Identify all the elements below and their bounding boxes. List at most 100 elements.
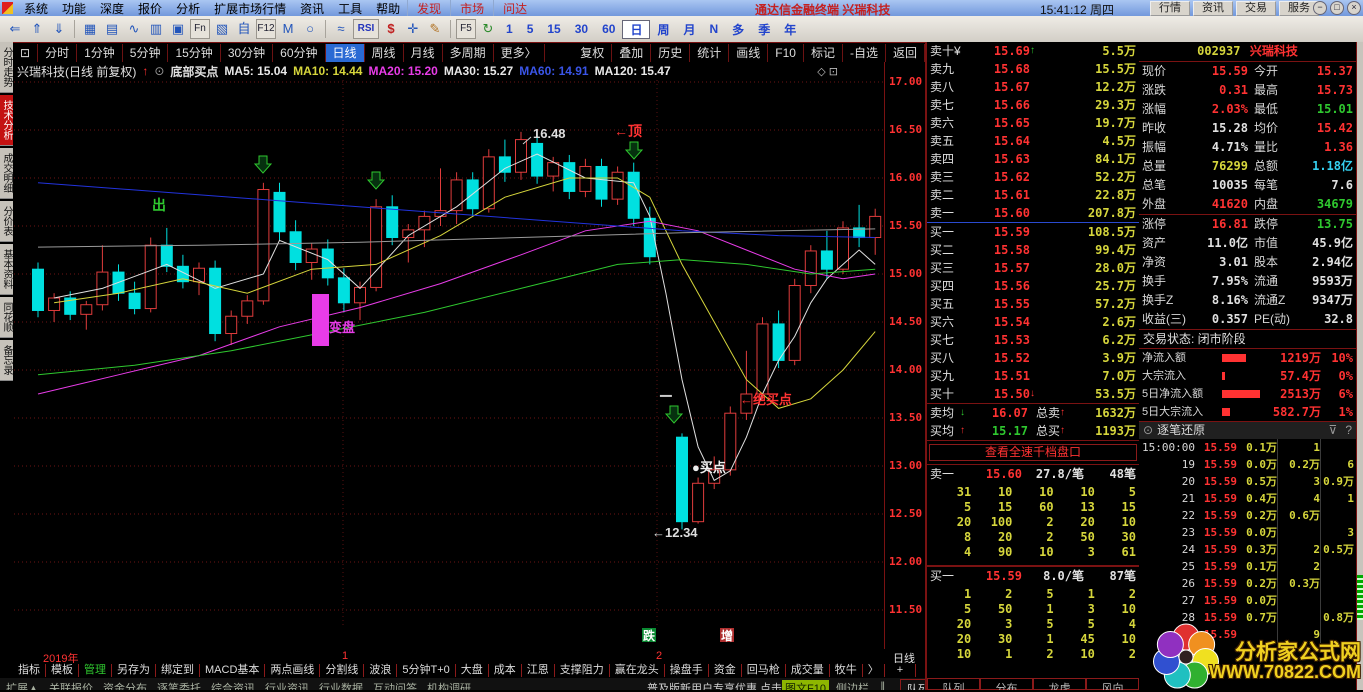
indicator-tab-资金[interactable]: 资金	[709, 664, 742, 677]
minute-30-button[interactable]: 30	[574, 22, 589, 36]
toolbutton-历史[interactable]: 历史	[651, 44, 691, 62]
scrollbar[interactable]	[1357, 42, 1363, 690]
toolbutton-统计[interactable]: 统计	[690, 44, 730, 62]
order-row[interactable]: 卖八 15.67 12.2万	[927, 78, 1139, 96]
period-tab-月[interactable]: 月	[683, 22, 696, 37]
minute-5-button[interactable]: 5	[526, 22, 534, 36]
toolbutton-标记[interactable]: 标记	[804, 44, 843, 62]
order-row[interactable]: 卖三 15.62 52.2万	[927, 168, 1139, 186]
menu-分析[interactable]: 分析	[176, 1, 201, 16]
sidebar-item-分时走势[interactable]: 分时走势	[0, 42, 13, 93]
$-icon[interactable]: $	[387, 21, 395, 36]
tick-row[interactable]: 24 15.59 0.3万 2 0.5万	[1139, 541, 1356, 558]
minute-60-button[interactable]: 60	[602, 22, 616, 36]
indicator-tab-成本[interactable]: 成本	[489, 664, 522, 677]
periodbar-item-更多〉[interactable]: 更多〉	[494, 44, 545, 62]
periodbar-item-15分钟[interactable]: 15分钟	[168, 44, 221, 62]
order-row[interactable]: 卖二 15.61 22.8万	[927, 186, 1139, 204]
order-row[interactable]: 买二 15.58 99.4万	[927, 241, 1139, 259]
menu-功能[interactable]: 功能	[62, 1, 87, 16]
order-row[interactable]: 买十 15.50 ↓ 53.5万	[927, 385, 1139, 403]
indicator-tab-波浪[interactable]: 波浪	[364, 664, 398, 677]
chart-corner-icons[interactable]: ◇ ⊡	[817, 65, 838, 78]
pencil-icon[interactable]: ✎	[429, 21, 441, 36]
order-row[interactable]: 卖一 15.60 207.8万	[927, 204, 1139, 222]
indicator-tab-〉[interactable]: 〉	[863, 664, 885, 677]
titlebar-button-交易[interactable]: 交易	[1236, 1, 1276, 16]
toolbutton-画线[interactable]: 画线	[729, 44, 769, 62]
periodbar-item-日线[interactable]: 日线	[325, 44, 365, 62]
order-row[interactable]: 买四 15.56 25.7万	[927, 277, 1139, 295]
grid-icon[interactable]: ▦	[83, 21, 97, 36]
tick-row[interactable]: 26 15.59 0.2万 0.3万	[1139, 575, 1356, 592]
orderbook-tab-龙虎[interactable]: 龙虎	[1033, 678, 1086, 690]
tick-row[interactable]: 20 15.59 0.5万 3 0.9万	[1139, 473, 1356, 490]
kline-chart[interactable]: 出 ←顶 16.48 速变盘 ←绝买点 ●买点 ←12.34 跌 增	[14, 80, 884, 650]
indicator-tab-两点画线[interactable]: 两点画线	[265, 664, 321, 677]
zoom-in-button[interactable]: +	[885, 664, 917, 677]
statusbar-item-互动问答[interactable]: 互动问答	[373, 683, 417, 690]
tick-row[interactable]: 23 15.59 0.0万 3	[1139, 524, 1356, 541]
tick-row[interactable]: 28 15.59 0.7万 0.8万	[1139, 609, 1356, 626]
自-icon[interactable]: 自	[237, 21, 251, 36]
collapse-icon[interactable]: ⊙	[154, 64, 165, 78]
toolbutton-叠加[interactable]: 叠加	[612, 44, 652, 62]
statusbar-item-扩展▲[interactable]: 扩展▲	[6, 683, 39, 690]
indicator-tab-江恩[interactable]: 江恩	[522, 664, 555, 677]
order-row[interactable]: 卖六 15.65 19.7万	[927, 114, 1139, 132]
hotlink-问达[interactable]: 问达	[493, 0, 536, 17]
indicator-tab-管理[interactable]: 管理	[79, 664, 112, 677]
down-arrow-icon[interactable]: ⇓	[53, 21, 65, 36]
period-tab-年[interactable]: 年	[784, 22, 797, 37]
periodbar-item-分时[interactable]: 分时	[38, 44, 78, 62]
order-row[interactable]: 卖十¥ 15.69 ↑ 5.5万	[927, 42, 1139, 60]
sidebar-toggle[interactable]: 侧边栏	[836, 683, 869, 690]
toolbutton-F10[interactable]: F10	[768, 44, 804, 62]
periodbar-item-60分钟[interactable]: 60分钟	[273, 44, 326, 62]
indicator-tab-回马枪[interactable]: 回马枪	[742, 664, 786, 677]
up-arrow-icon[interactable]: ⇑	[31, 21, 43, 36]
minute-15-button[interactable]: 15	[547, 22, 561, 36]
indicator-tab-分割线[interactable]: 分割线	[320, 664, 365, 677]
indicator-tab-指标[interactable]: 指标	[13, 664, 46, 677]
order-row[interactable]: 买一 15.59 108.5万	[927, 223, 1139, 241]
menu-工具[interactable]: 工具	[338, 1, 363, 16]
toolbutton--自选[interactable]: -自选	[843, 44, 886, 62]
tick-row[interactable]: 21 15.59 0.4万 4 1	[1139, 490, 1356, 507]
indicator-tab-操盘手[interactable]: 操盘手	[665, 664, 709, 677]
indicator-tab-MACD基本[interactable]: MACD基本	[200, 664, 266, 677]
indicator-tab-模板[interactable]: 模板	[46, 664, 79, 677]
indicator-tab-成交量[interactable]: 成交量	[786, 664, 830, 677]
tick-collapse-icon[interactable]: ⊙	[1143, 423, 1154, 437]
order-row[interactable]: 卖五 15.64 4.5万	[927, 132, 1139, 150]
sidebar-item-基本资料[interactable]: 基本资料	[0, 244, 13, 295]
tick-filter-icon[interactable]: ⊽	[1328, 423, 1338, 437]
Fn-icon[interactable]: Fn	[190, 19, 210, 39]
hotlink-市场[interactable]: 市场	[450, 0, 493, 17]
order-row[interactable]: 卖九 15.68 15.5万	[927, 60, 1139, 78]
order-row[interactable]: 买三 15.57 28.0万	[927, 259, 1139, 277]
menu-资讯[interactable]: 资讯	[300, 1, 325, 16]
sidebar-item-同花顺[interactable]: 同花顺	[0, 297, 13, 338]
order-row[interactable]: 买九 15.51 7.0万	[927, 367, 1139, 385]
period-tab-多[interactable]: 多	[732, 22, 745, 37]
menu-帮助[interactable]: 帮助	[376, 1, 401, 16]
menu-深度[interactable]: 深度	[100, 1, 125, 16]
back-arrow-icon[interactable]: ⇐	[9, 21, 21, 36]
statusbar-item-机构调研[interactable]: 机构调研	[427, 683, 471, 690]
menu-系统[interactable]: 系统	[24, 1, 49, 16]
order-row[interactable]: 卖七 15.66 29.3万	[927, 96, 1139, 114]
order-row[interactable]: 买八 15.52 3.9万	[927, 349, 1139, 367]
indicator-tab-牧牛[interactable]: 牧牛	[830, 664, 863, 677]
order-row[interactable]: 买七 15.53 6.2万	[927, 331, 1139, 349]
periodbar-item-1分钟[interactable]: 1分钟	[77, 44, 123, 62]
order-row[interactable]: 买五 15.55 57.2万	[927, 295, 1139, 313]
sidebar-item-备忘录[interactable]: 备忘录	[0, 340, 13, 381]
tick-row[interactable]: 15:00:00 15.59 0.1万 1	[1139, 439, 1356, 456]
periodbar-item-多周期[interactable]: 多周期	[443, 44, 494, 62]
period-tab-周[interactable]: 周	[657, 22, 670, 37]
titlebar-button-资讯[interactable]: 资讯	[1193, 1, 1233, 16]
close-button[interactable]: ×	[1347, 1, 1361, 15]
sidebar-item-分价表[interactable]: 分价表	[0, 201, 13, 242]
wave-icon[interactable]: ∿	[128, 21, 140, 36]
